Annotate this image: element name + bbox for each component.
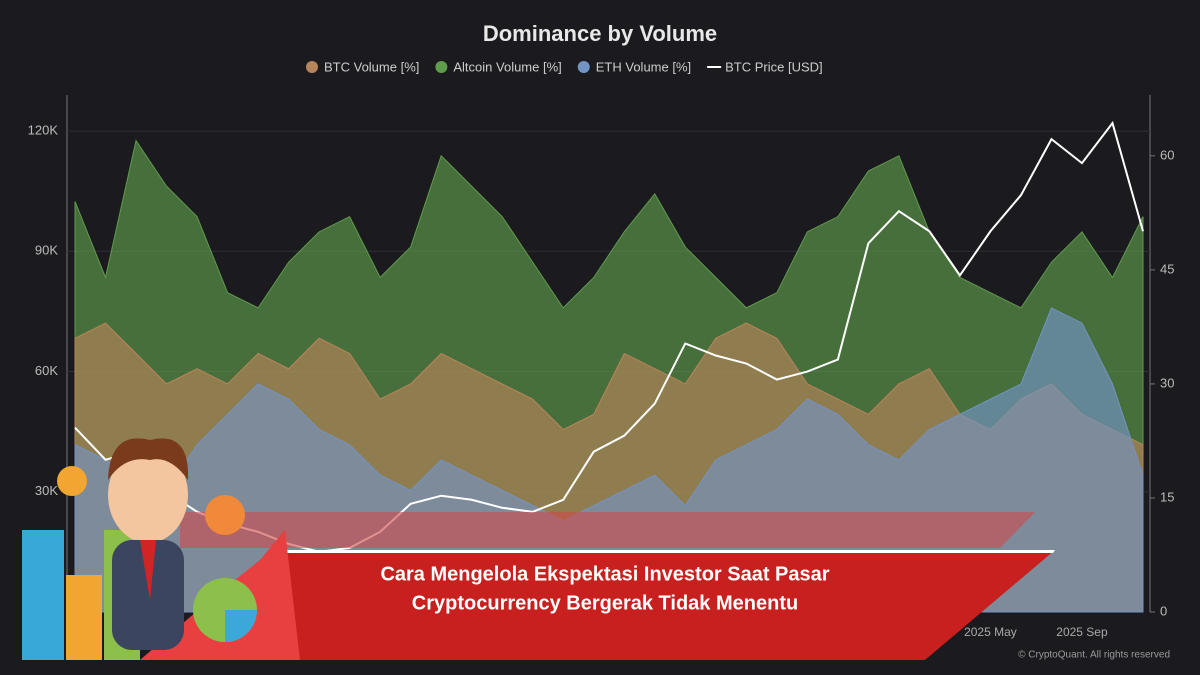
credit: © CryptoQuant. All rights reserved — [1018, 650, 1170, 661]
y2-tick-label: 0 — [1160, 603, 1167, 618]
legend-swatch — [577, 61, 590, 73]
y2-tick-label: 60 — [1160, 147, 1174, 162]
legend-swatch — [435, 61, 448, 73]
legend-label: BTC Price [USD] — [725, 59, 823, 74]
legend-swatch — [306, 61, 318, 73]
legend-label: ETH Volume [%] — [596, 59, 691, 74]
character-tie — [140, 540, 156, 600]
banner-edge — [285, 550, 1055, 553]
x-tick-label: 2025 Sep — [1056, 625, 1108, 639]
banner — [22, 438, 1055, 660]
y-tick-label: 60K — [35, 363, 58, 378]
y-tick-label: 90K — [35, 243, 58, 258]
character-hair — [108, 438, 189, 480]
character-body — [112, 540, 184, 650]
character-head — [108, 447, 188, 543]
banner-line: Cryptocurrency Bergerak Tidak Menentu — [412, 592, 798, 614]
banner-main — [285, 550, 1055, 660]
icon-bar — [66, 575, 102, 660]
y2-tick-label: 15 — [1160, 489, 1174, 504]
legend: BTC Volume [%] Altcoin Volume [%] ETH Volu… — [306, 59, 823, 74]
legend-label: Altcoin Volume [%] — [453, 59, 561, 74]
banner-band — [180, 512, 1035, 548]
icon-pie — [225, 610, 257, 642]
icon-pie — [205, 495, 245, 535]
y-tick-label: 30K — [35, 483, 58, 498]
y2-tick-label: 30 — [1160, 375, 1174, 390]
legend-label: BTC Volume [%] — [324, 59, 419, 74]
icon-bar — [22, 530, 64, 660]
icon-pie — [57, 466, 87, 496]
x-tick-label: 2025 May — [964, 625, 1017, 639]
y2-tick-label: 45 — [1160, 261, 1174, 276]
y-tick-label: 120K — [28, 123, 59, 138]
banner-line: Cara Mengelola Ekspektasi Investor Saat … — [380, 563, 829, 585]
chart-title: Dominance by Volume — [483, 21, 717, 46]
